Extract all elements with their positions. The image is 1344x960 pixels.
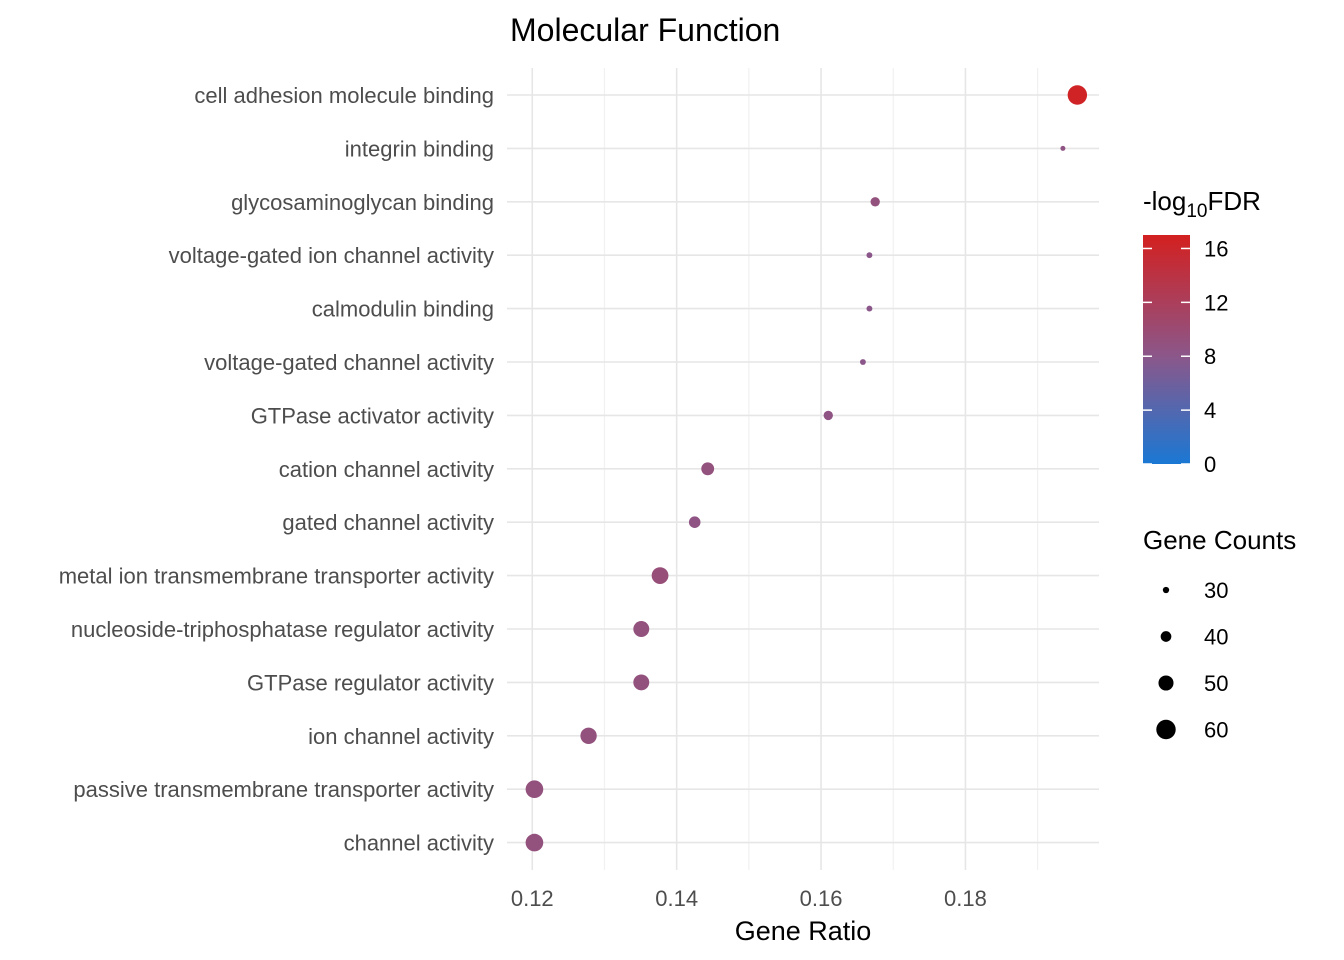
- size-legend-label: 60: [1204, 718, 1228, 743]
- y-tick-label: nucleoside-triphosphatase regulator acti…: [71, 617, 494, 642]
- color-legend-tick-label: 0: [1204, 452, 1216, 477]
- data-point: [859, 359, 866, 365]
- size-legend-label: 40: [1204, 625, 1228, 650]
- data-point: [866, 305, 873, 312]
- y-tick-label: glycosaminoglycan binding: [231, 190, 494, 215]
- data-point: [633, 674, 650, 691]
- y-tick-label: cation channel activity: [279, 457, 494, 482]
- x-tick-label: 0.16: [800, 886, 843, 911]
- size-legend-key: [1162, 586, 1170, 594]
- x-tick-label: 0.14: [655, 886, 698, 911]
- size-legend-label: 50: [1204, 671, 1228, 696]
- x-tick-label: 0.18: [944, 886, 987, 911]
- data-point: [1060, 145, 1066, 151]
- size-legend-key: [1156, 719, 1176, 740]
- data-point: [633, 621, 650, 637]
- data-point: [870, 197, 880, 207]
- y-tick-label: cell adhesion molecule binding: [194, 83, 494, 108]
- y-tick-label: voltage-gated ion channel activity: [169, 243, 494, 268]
- color-legend-title-suffix: FDR: [1208, 186, 1261, 216]
- color-legend-title: -log10FDR: [1143, 186, 1261, 222]
- y-tick-label: gated channel activity: [282, 510, 494, 535]
- size-legend-label: 30: [1204, 578, 1228, 603]
- data-point: [525, 780, 544, 799]
- data-point: [580, 727, 597, 744]
- y-tick-label: passive transmembrane transporter activi…: [73, 777, 494, 802]
- data-point: [688, 516, 701, 528]
- color-legend-tick-label: 8: [1204, 344, 1216, 369]
- data-point: [651, 567, 669, 584]
- y-tick-label: calmodulin binding: [312, 297, 494, 322]
- size-legend-keys: 30 40 50 60: [1156, 578, 1228, 743]
- major-gridlines: [507, 68, 1099, 870]
- color-legend-tick-label: 4: [1204, 398, 1216, 423]
- x-tick-label: 0.12: [511, 886, 554, 911]
- color-legend: -log10FDR 0 4 8 12 16: [1143, 186, 1261, 477]
- color-legend-title-prefix: -log: [1143, 186, 1186, 216]
- data-points: [525, 85, 1088, 852]
- data-point: [701, 462, 715, 476]
- data-point: [866, 252, 873, 259]
- size-legend-key: [1160, 631, 1172, 642]
- size-legend-title: Gene Counts: [1143, 525, 1296, 555]
- chart-title: Molecular Function: [510, 12, 780, 48]
- size-legend: Gene Counts 30 40 50 60: [1143, 525, 1296, 743]
- color-legend-ticks: 0 4 8 12 16: [1143, 236, 1228, 477]
- color-legend-title-subscript: 10: [1186, 201, 1207, 222]
- y-axis-tick-labels: cell adhesion molecule binding integrin b…: [59, 83, 494, 856]
- y-tick-label: metal ion transmembrane transporter acti…: [59, 564, 494, 589]
- data-point: [525, 833, 544, 852]
- data-point: [823, 410, 833, 421]
- color-legend-tick-label: 16: [1204, 236, 1228, 261]
- y-tick-label: GTPase regulator activity: [247, 670, 494, 695]
- color-legend-gradient-bar: [1143, 235, 1190, 464]
- data-point: [1067, 85, 1088, 105]
- y-tick-label: voltage-gated channel activity: [204, 350, 494, 375]
- size-legend-key: [1158, 675, 1174, 691]
- color-legend-tick-label: 12: [1204, 290, 1228, 315]
- x-axis-title: Gene Ratio: [735, 916, 872, 946]
- y-tick-label: GTPase activator activity: [251, 403, 494, 428]
- x-axis-tick-labels: 0.12 0.14 0.16 0.18: [511, 886, 987, 911]
- y-tick-label: integrin binding: [345, 136, 494, 161]
- y-tick-label: ion channel activity: [308, 724, 494, 749]
- y-tick-label: channel activity: [344, 831, 494, 856]
